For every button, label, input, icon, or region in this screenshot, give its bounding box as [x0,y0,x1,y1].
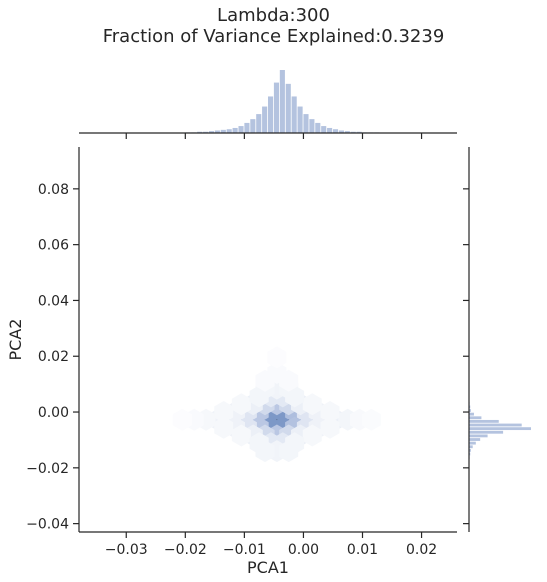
y-tick-label-2: 0.00 [38,405,69,421]
hexbin-52 [214,416,234,439]
hist-x-bar-16 [279,70,285,133]
hist-y-bar-6 [469,434,488,438]
hexbin-56 [231,424,251,447]
hist-x-bar-15 [273,82,280,133]
hist-x-bar-9 [238,126,244,133]
x-tick-label-0: −0.03 [105,542,148,558]
hexbin-49 [320,401,340,423]
hexbin-54 [231,393,251,416]
hist-y-bar-2 [469,448,471,452]
chart-title-line-1: Lambda:300 [217,5,330,26]
hist-y-bar-12 [469,412,474,416]
hist-x-bar-10 [244,122,250,133]
hist-x-bar-13 [262,106,268,133]
hist-x-bar-3 [203,131,209,133]
hist-x-bar-14 [268,96,274,133]
hist-x-bar-21 [309,119,315,133]
hist-x-bar-28 [350,131,356,133]
x-tick-label-5: 0.02 [406,542,437,558]
hist-y-bar-13 [469,409,471,412]
hist-y-bar-11 [469,416,482,420]
y-tick-label-1: −0.02 [26,461,69,477]
hist-y-bar-14 [469,405,471,409]
hist-x-bar-26 [338,130,344,133]
hexbin-63 [361,408,381,431]
x-tick-label-2: −0.01 [223,542,266,558]
hist-x-bar-7 [226,129,232,133]
hist-x-bar-19 [297,106,303,133]
hist-y-bar-5 [469,438,481,441]
top-marginal-histogram [185,70,380,133]
hist-x-bar-29 [356,131,362,133]
hexbin-67 [279,369,299,392]
hist-y-bar-8 [469,427,531,431]
hexbin-50 [214,401,234,423]
hexbin-55 [302,424,322,447]
y-axis-label: PCA2 [6,319,25,361]
hist-x-bar-20 [303,114,309,133]
y-tick-label-3: 0.02 [38,349,69,365]
hist-y-bar-10 [469,419,499,423]
hist-x-bar-11 [250,119,256,133]
x-tick-label-3: 0.00 [288,542,319,558]
hist-x-bar-6 [220,129,226,133]
hist-x-bar-17 [285,83,291,133]
hist-x-bar-8 [232,127,238,133]
hexbin-66 [267,346,287,369]
hexbin-59 [285,432,305,455]
hist-x-bar-23 [321,126,327,133]
right-marginal-histogram [469,401,531,460]
hist-y-bar-1 [469,452,471,456]
hexbin-51 [320,416,340,439]
hexbin-layer [172,346,381,463]
hist-x-bar-24 [327,127,333,133]
hist-y-bar-7 [469,430,504,434]
axes: −0.03 −0.02 −0.01 0.00 0.01 0.02 −0.04 −0.02 0.0… [6,132,470,577]
hexbin-68 [255,369,275,392]
hist-x-bar-22 [315,122,321,133]
x-axis-label: PCA1 [247,558,289,577]
chart-title-line-2: Fraction of Variance Explained:0.3239 [102,26,445,47]
y-tick-label-5: 0.06 [38,238,69,254]
hexbin-53 [302,393,322,416]
hist-x-bar-18 [291,96,297,133]
x-tick-label-1: −0.02 [164,542,207,558]
hist-x-bar-2 [197,131,203,133]
y-tick-label-6: 0.08 [38,182,69,198]
y-tick-label-4: 0.04 [38,293,69,309]
y-tick-label-0: −0.04 [26,517,69,533]
hist-y-bar-3 [469,445,473,449]
hexbin-64 [172,408,192,431]
hist-y-bar-9 [469,423,522,427]
hist-x-bar-27 [344,131,350,133]
hist-x-bar-4 [208,131,215,133]
hist-x-bar-25 [332,129,339,133]
hist-x-bar-12 [256,114,262,133]
hist-x-bar-5 [214,130,220,133]
x-tick-label-4: 0.01 [347,542,378,558]
hexbin-60 [249,432,269,455]
hist-y-bar-4 [469,441,476,445]
